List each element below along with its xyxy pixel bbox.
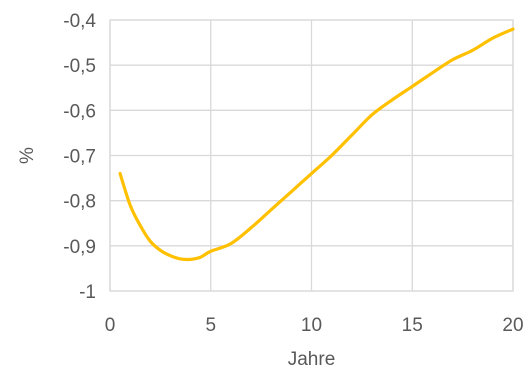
x-tick-label-0: 0 — [105, 315, 116, 336]
y-tick-label-0: -1 — [79, 282, 96, 303]
x-tick-label-2: 10 — [301, 315, 322, 336]
y-axis-label: % — [17, 147, 38, 164]
x-tick-labels: 0 5 10 15 20 — [105, 315, 524, 336]
y-tick-label-2: -0,8 — [63, 192, 96, 213]
y-tick-labels: -1 -0,9 -0,8 -0,7 -0,6 -0,5 -0,4 — [63, 11, 96, 303]
y-tick-label-5: -0,5 — [63, 56, 96, 77]
series-layer — [118, 27, 515, 262]
y-tick-label-6: -0,4 — [63, 11, 96, 32]
x-tick-label-1: 5 — [205, 315, 216, 336]
plot-area-border — [109, 19, 514, 292]
x-axis-label: Jahre — [288, 349, 336, 370]
x-tick-label-4: 20 — [502, 315, 523, 336]
x-tick-label-3: 15 — [402, 315, 423, 336]
y-tick-label-3: -0,7 — [63, 147, 96, 168]
series-line-0 — [118, 27, 515, 262]
y-tick-label-1: -0,9 — [63, 237, 96, 258]
y-tick-label-4: -0,6 — [63, 101, 96, 122]
